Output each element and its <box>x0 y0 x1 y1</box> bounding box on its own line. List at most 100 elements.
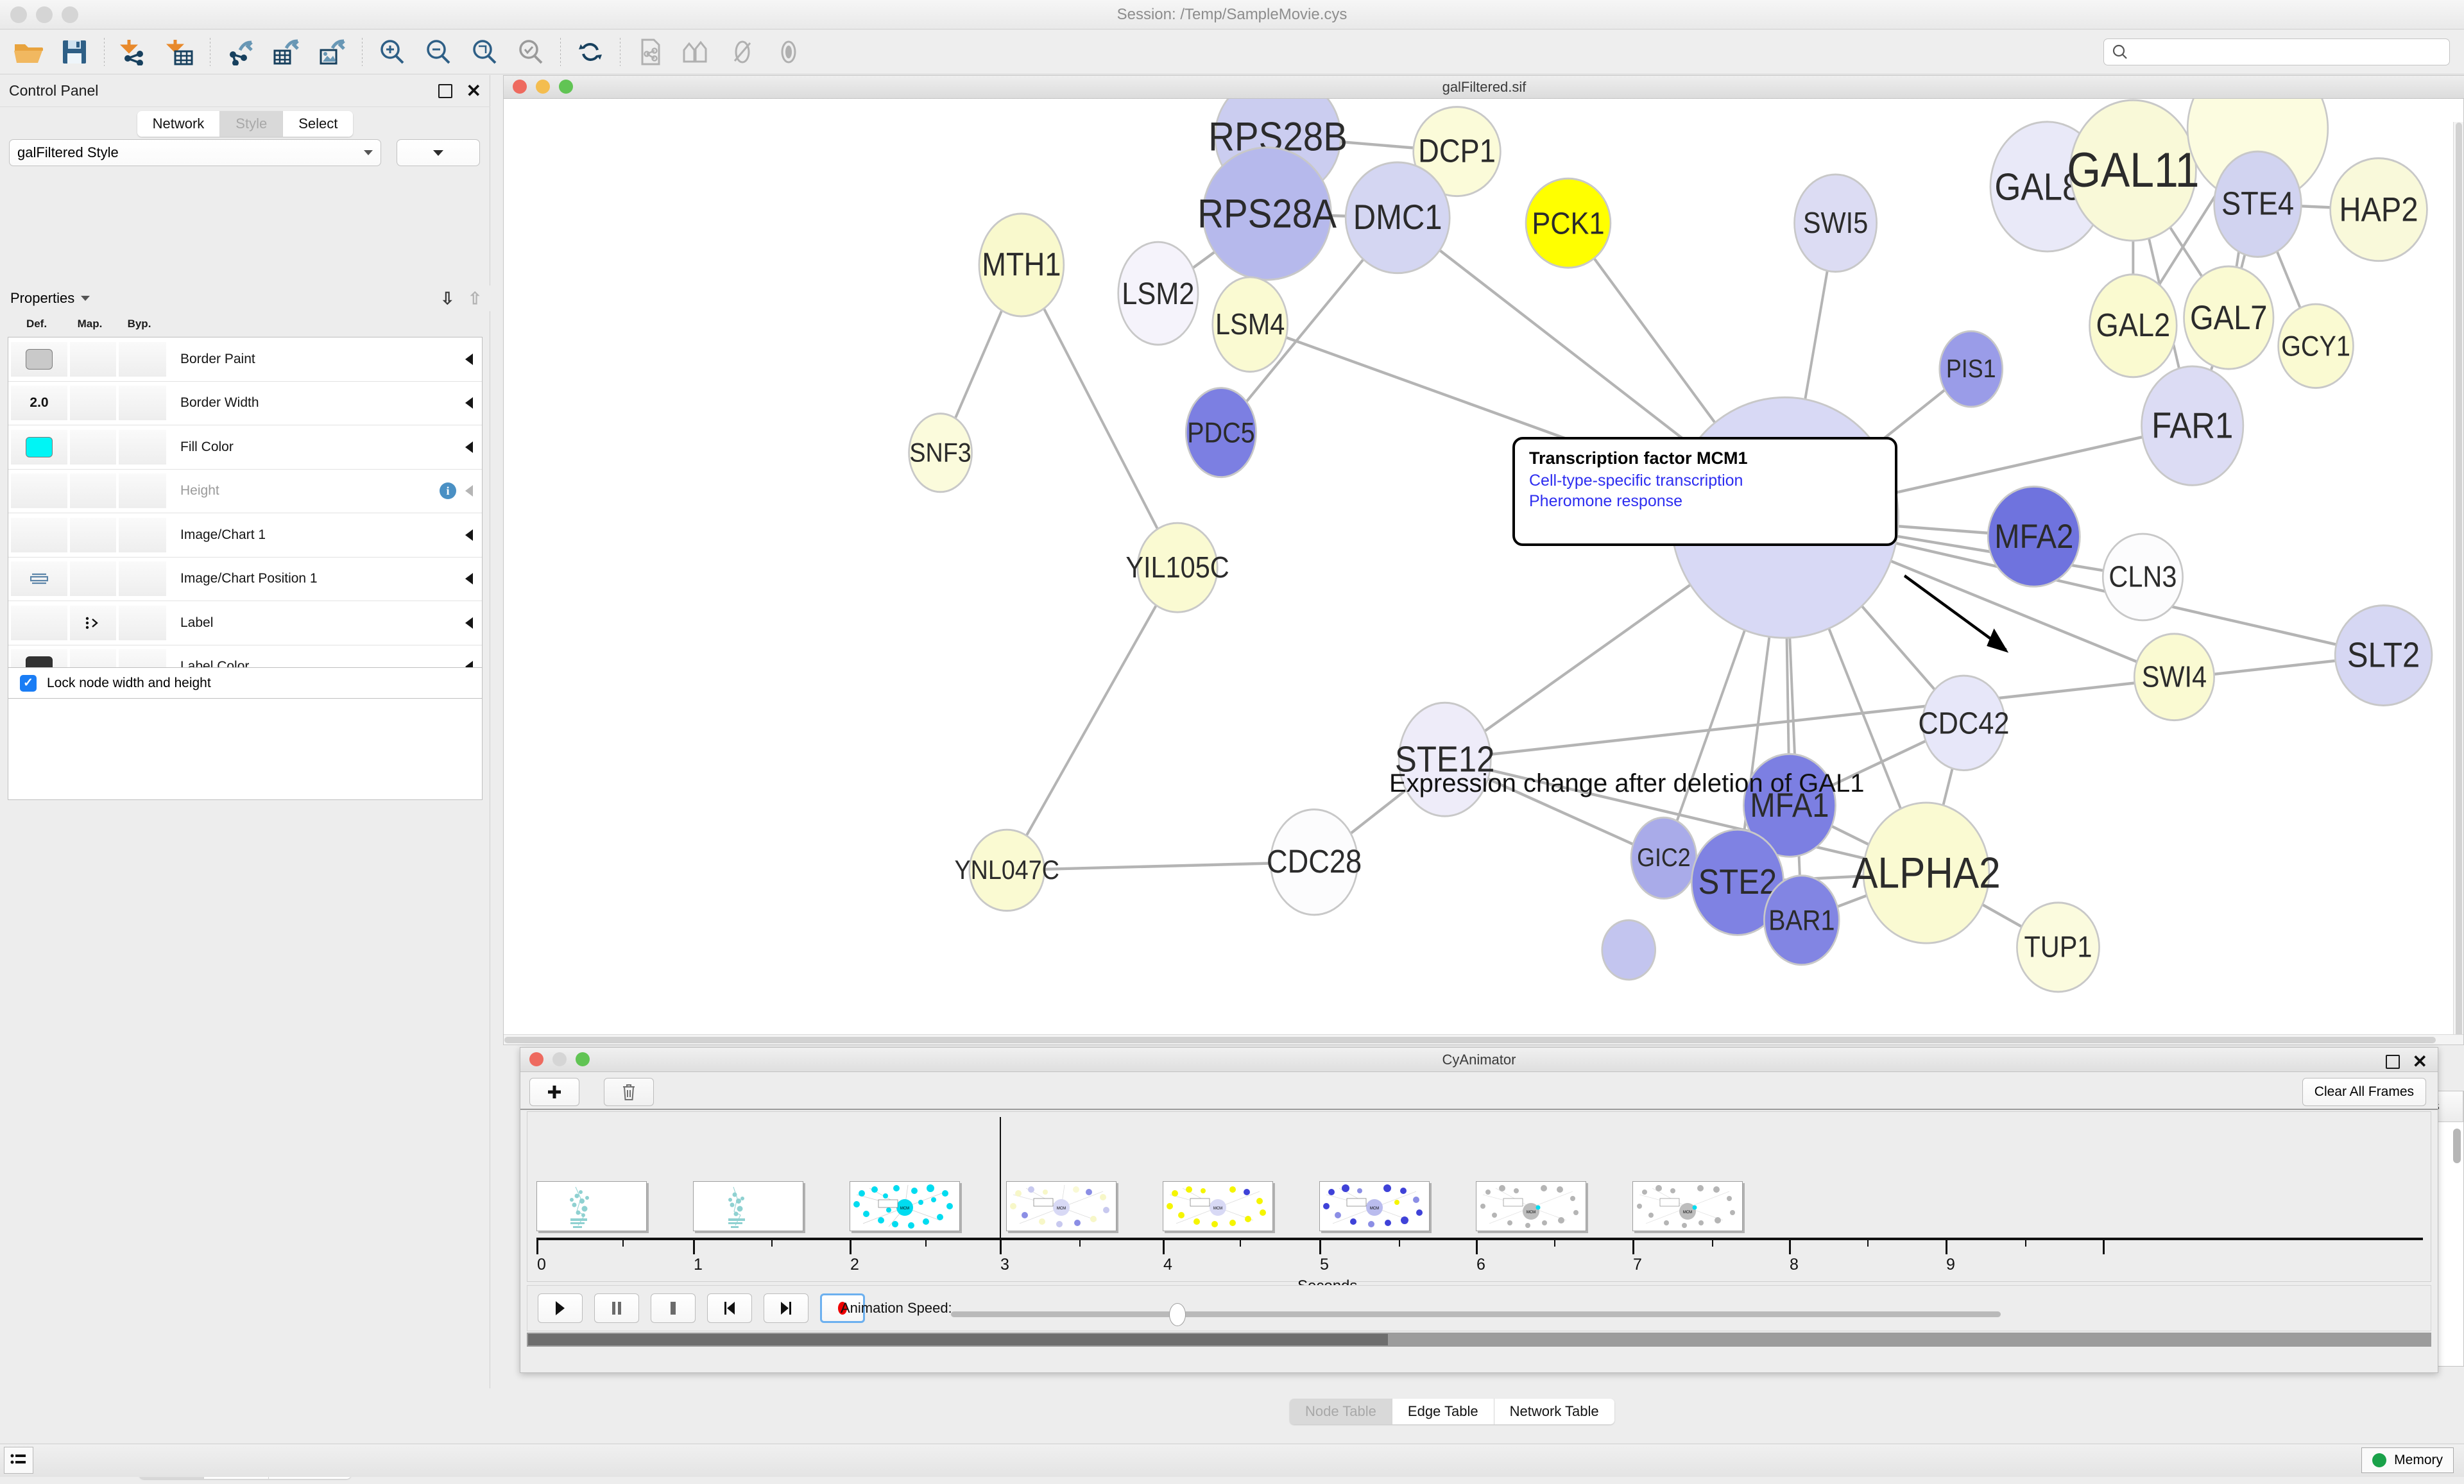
expand-arrow-icon[interactable] <box>465 441 473 453</box>
mapping-cell[interactable] <box>70 473 116 509</box>
zoom-selected-icon[interactable] <box>512 33 549 71</box>
node-shape[interactable] <box>1412 106 1502 198</box>
task-list-button[interactable] <box>4 1447 33 1474</box>
network-node-gal7[interactable]: GAL7 <box>2183 265 2275 370</box>
network-node-alpha2[interactable]: ALPHA2 <box>1852 801 2001 944</box>
network-node-dcp1[interactable]: DCP1 <box>1412 106 1502 198</box>
scrollbar-thumb[interactable] <box>528 1334 1388 1345</box>
close-icon[interactable]: ✕ <box>466 80 481 101</box>
tab-network-table[interactable]: Network Table <box>1494 1399 1614 1424</box>
mapping-cell[interactable] <box>70 605 116 640</box>
node-shape[interactable] <box>1136 522 1219 613</box>
close-window-dot[interactable] <box>513 80 527 94</box>
scrollbar-thumb[interactable] <box>2456 123 2462 1045</box>
animation-speed-slider[interactable] <box>951 1311 2001 1317</box>
table-vertical-scrollbar[interactable] <box>2452 1123 2462 1361</box>
default-cell[interactable] <box>11 605 67 640</box>
border-paint-swatch[interactable] <box>26 348 53 370</box>
network-vertical-scrollbar[interactable] <box>2453 122 2463 1045</box>
network-node-gic2[interactable]: GIC2 <box>1630 816 1698 900</box>
float-panel-button[interactable] <box>438 83 452 98</box>
frame-thumbnail-0[interactable] <box>536 1181 647 1231</box>
import-table-icon[interactable] <box>162 33 199 71</box>
lock-node-size-row[interactable]: ✓ Lock node width and height <box>8 668 483 699</box>
float-panel-button[interactable] <box>2385 1055 2400 1069</box>
scrollbar-thumb[interactable] <box>2453 1129 2461 1163</box>
network-node-gal2[interactable]: GAL2 <box>2089 273 2178 379</box>
network-edge[interactable] <box>1444 758 1927 874</box>
fill-color-swatch[interactable] <box>26 436 53 457</box>
expand-arrow-icon[interactable] <box>465 573 473 585</box>
network-node-far1[interactable]: FAR1 <box>2141 365 2245 486</box>
lock-node-size-checkbox[interactable]: ✓ <box>20 674 37 692</box>
node-shape[interactable] <box>2213 150 2302 258</box>
network-node-cdc28[interactable]: CDC28 <box>1267 808 1362 916</box>
network-node-snf3[interactable]: SNF3 <box>908 413 973 493</box>
zoom-in-icon[interactable] <box>373 33 411 71</box>
node-shape[interactable] <box>1793 173 1878 273</box>
stop-button[interactable] <box>651 1293 696 1323</box>
delete-frame-button[interactable] <box>604 1078 654 1106</box>
properties-menu-icon[interactable] <box>81 296 90 301</box>
bypass-cell[interactable] <box>119 386 166 421</box>
bypass-cell[interactable] <box>119 341 166 377</box>
window-controls[interactable] <box>10 6 78 23</box>
node-shape[interactable] <box>1398 701 1492 817</box>
frame-thumbnail-1[interactable] <box>693 1181 803 1231</box>
network-node-ynl047c[interactable]: YNL047C <box>955 828 1059 912</box>
network-edge[interactable] <box>1005 567 1179 871</box>
network-node-mfa1[interactable]: MFA1 <box>1742 753 1836 858</box>
bypass-cell[interactable] <box>119 429 166 465</box>
node-shape[interactable] <box>1862 801 1990 944</box>
import-network-icon[interactable] <box>116 33 153 71</box>
default-cell[interactable] <box>11 429 67 465</box>
network-horizontal-scrollbar[interactable] <box>504 1034 2463 1045</box>
bypass-cell[interactable] <box>119 517 166 552</box>
network-node-mfa2[interactable]: MFA2 <box>1987 485 2081 588</box>
style-options-menu-button[interactable] <box>397 139 480 166</box>
network-node-tup1[interactable]: TUP1 <box>2016 901 2100 993</box>
cyanimator-window-controls[interactable] <box>529 1052 590 1066</box>
frame-thumbnail-2[interactable]: MCM <box>850 1181 960 1231</box>
network-node-dmc1[interactable]: DMC1 <box>1344 161 1451 275</box>
open-folder-icon[interactable] <box>10 33 47 71</box>
expand-arrow-icon[interactable] <box>465 661 473 667</box>
hide-selected-icon[interactable] <box>678 33 715 71</box>
mapping-cell[interactable] <box>70 386 116 421</box>
minimize-window-dot[interactable] <box>36 6 53 23</box>
node-shape[interactable] <box>1117 241 1199 346</box>
close-window-dot[interactable] <box>10 6 27 23</box>
node-shape[interactable] <box>2133 633 2215 722</box>
bypass-cell[interactable] <box>119 649 166 667</box>
cyanimator-horizontal-scrollbar[interactable] <box>527 1333 2431 1347</box>
close-icon[interactable]: ✕ <box>2412 1052 2427 1071</box>
node-shape[interactable] <box>2069 99 2197 242</box>
node-shape[interactable] <box>1763 874 1840 966</box>
export-image-icon[interactable] <box>314 33 351 71</box>
maximize-window-dot[interactable] <box>559 80 573 94</box>
tab-style[interactable]: Style <box>220 111 284 137</box>
node-shape[interactable] <box>2089 273 2178 379</box>
network-node-gcy1[interactable]: GCY1 <box>2277 303 2354 389</box>
network-node-ste4[interactable]: STE4 <box>2213 150 2302 258</box>
minimize-window-dot[interactable] <box>552 1052 567 1066</box>
node-shape[interactable] <box>1202 146 1332 281</box>
scrollbar-thumb[interactable] <box>504 1037 2436 1043</box>
expand-arrow-icon[interactable] <box>465 617 473 629</box>
mapping-cell[interactable] <box>70 561 116 597</box>
network-node-yil105c[interactable]: YIL105C <box>1125 522 1229 613</box>
node-shape[interactable] <box>1742 753 1836 858</box>
expand-all-icon[interactable]: ⇩ <box>440 288 454 308</box>
network-node-gal11[interactable]: GAL11 <box>2067 99 2199 242</box>
save-icon[interactable] <box>56 33 93 71</box>
network-node-swi4[interactable]: SWI4 <box>2133 633 2215 722</box>
node-shape[interactable] <box>2183 265 2275 370</box>
node-shape[interactable] <box>2141 365 2245 486</box>
frame-thumbnail-4[interactable]: MCM <box>1163 1181 1273 1231</box>
tab-network[interactable]: Network <box>137 111 221 137</box>
property-row-border-width[interactable]: 2.0 Border Width <box>8 382 482 425</box>
network-node-lsm4[interactable]: LSM4 <box>1211 276 1288 373</box>
add-frame-button[interactable] <box>529 1078 579 1106</box>
network-node-cdc42[interactable]: CDC42 <box>1918 674 2009 772</box>
